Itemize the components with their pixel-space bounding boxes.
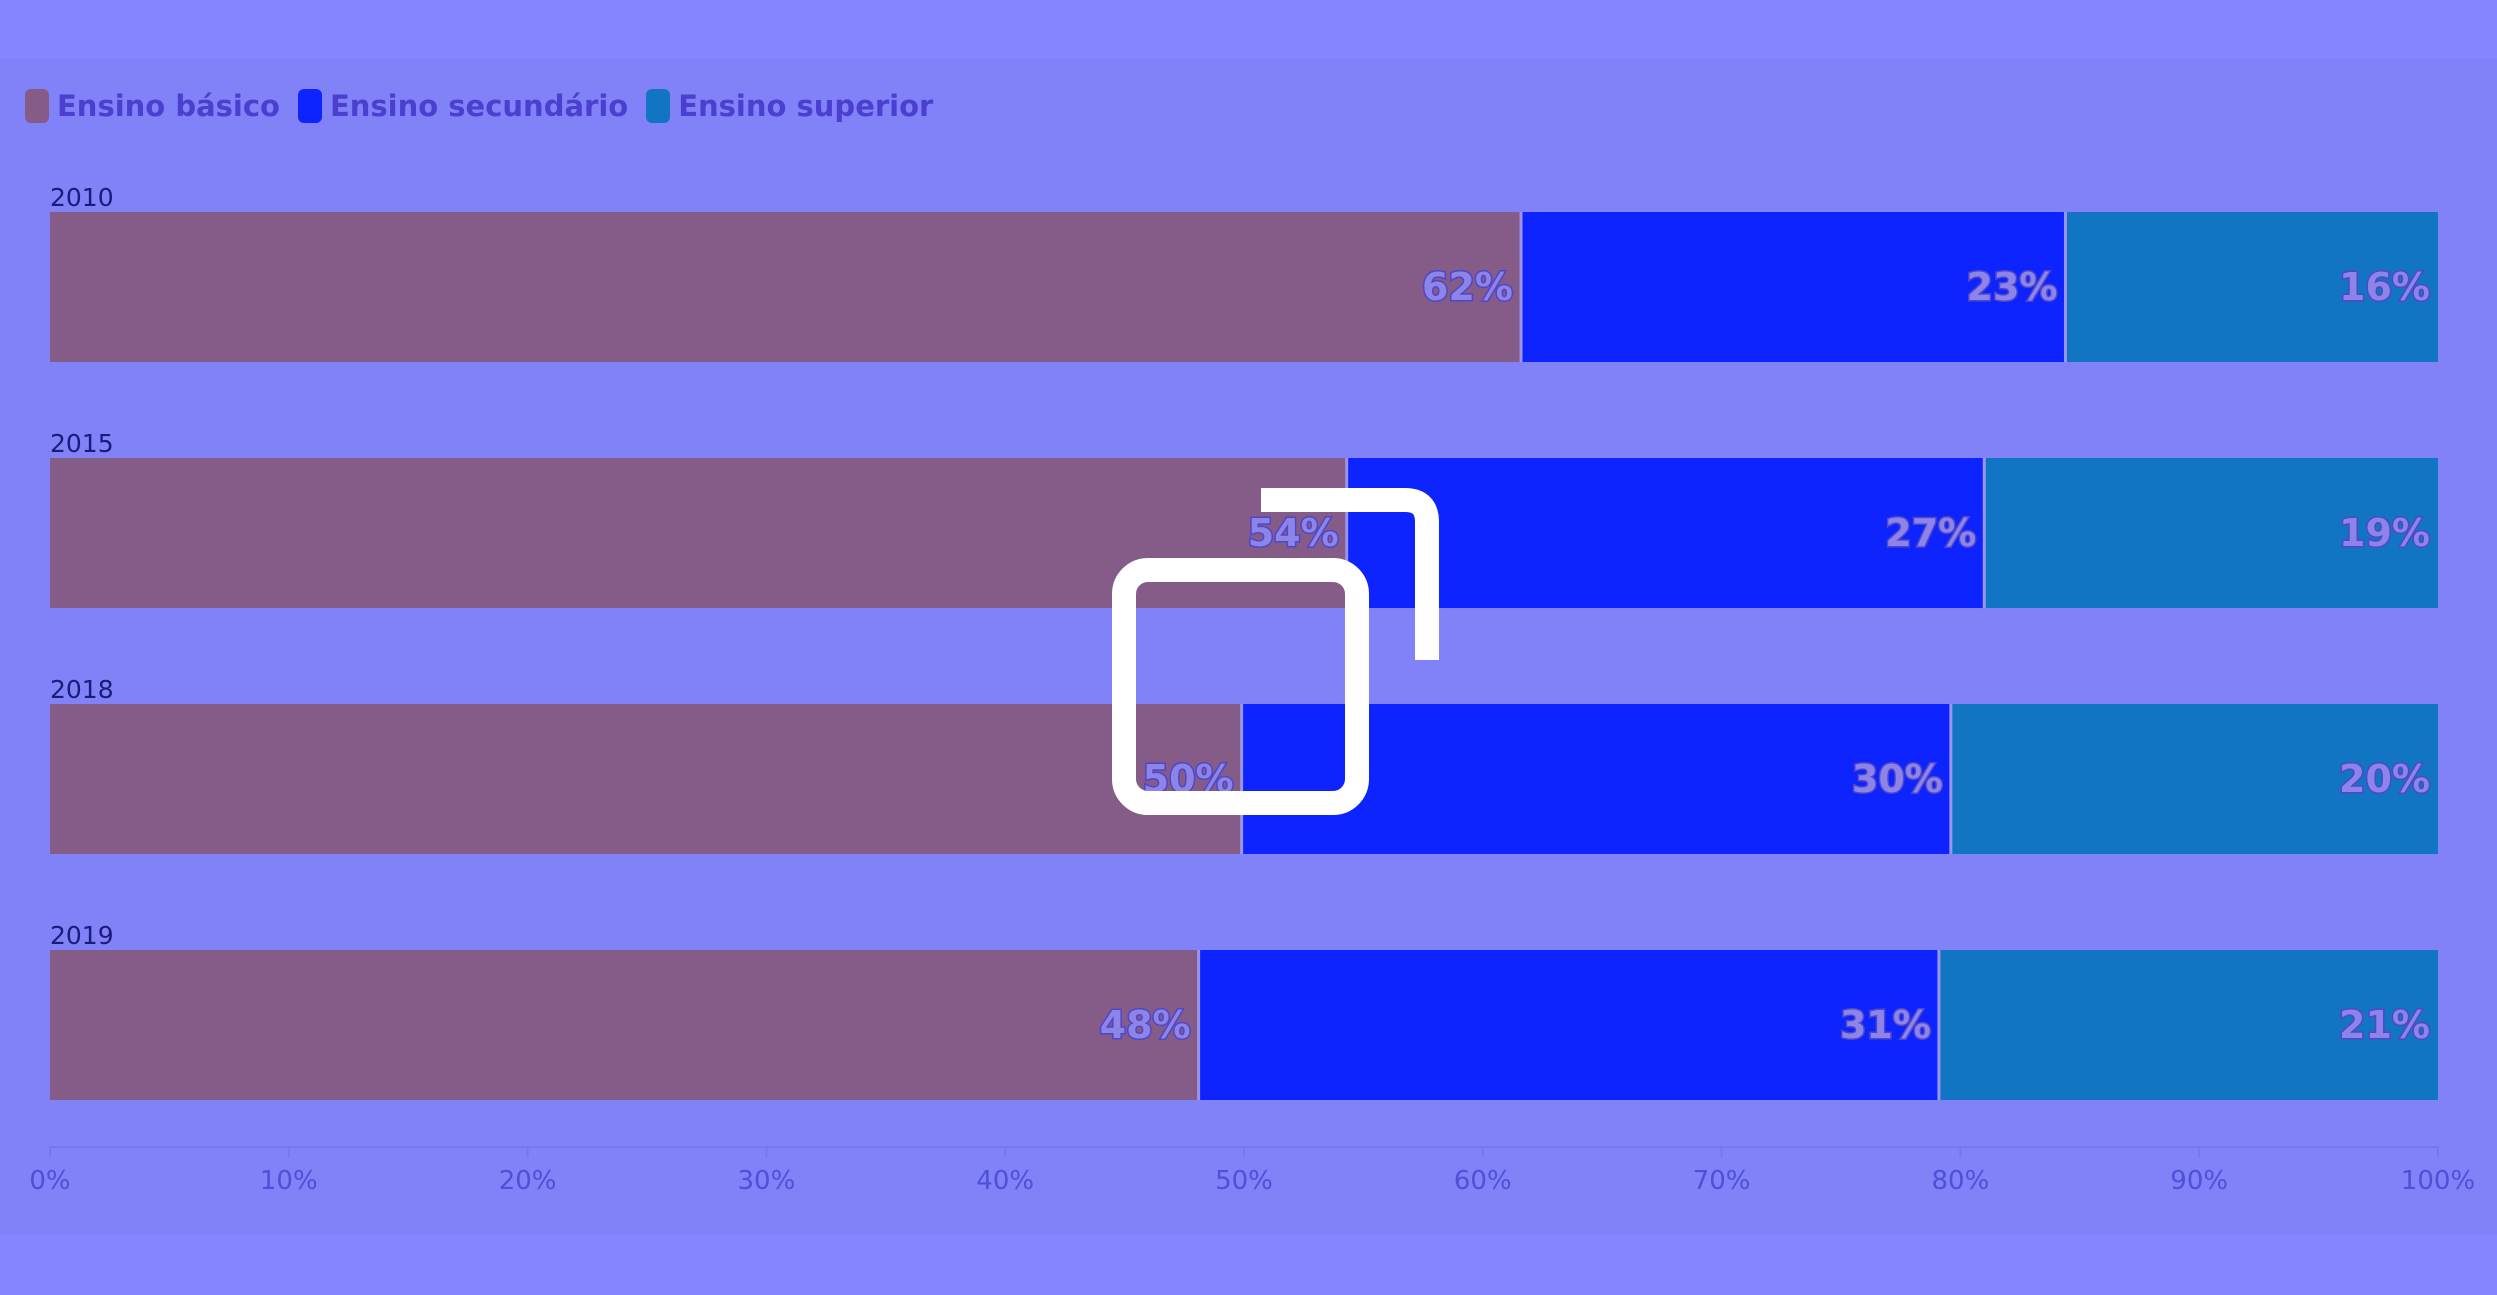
bar-segment	[1198, 950, 1939, 1100]
bar-segment	[1521, 212, 2066, 362]
data-label: 27%	[1885, 511, 1976, 555]
bar-segment	[50, 950, 1199, 1100]
bar-segment	[1346, 458, 1985, 608]
data-label: 19%	[2339, 511, 2430, 555]
x-tick-label: 70%	[1693, 1166, 1751, 1196]
x-tick-label: 90%	[2170, 1166, 2228, 1196]
bar-segment	[2065, 212, 2438, 362]
row-label: 2019	[50, 921, 114, 950]
data-label: 48%	[1100, 1003, 1191, 1047]
legend-item[interactable]: Ensino superior	[646, 89, 933, 123]
x-tick-label: 60%	[1454, 1166, 1512, 1196]
x-tick-label: 80%	[1932, 1166, 1990, 1196]
data-label: 54%	[1248, 511, 1339, 555]
row-label: 2018	[50, 675, 114, 704]
legend-label: Ensino superior	[678, 89, 934, 123]
bar-segment	[50, 212, 1522, 362]
data-label: 20%	[2339, 757, 2430, 801]
x-tick-label: 50%	[1215, 1166, 1273, 1196]
legend-label: Ensino básico	[57, 89, 280, 123]
row-label: 2015	[50, 429, 114, 458]
bar-segment	[50, 704, 1242, 854]
data-label: 16%	[2339, 265, 2430, 309]
legend-label: Ensino secundário	[329, 89, 629, 123]
data-label: 23%	[1967, 265, 2058, 309]
data-label: 21%	[2339, 1003, 2430, 1047]
data-label: 30%	[1852, 757, 1943, 801]
expand-icon[interactable]	[1105, 478, 1445, 818]
x-tick-label: 40%	[976, 1166, 1034, 1196]
legend-swatch	[646, 89, 671, 123]
legend-item[interactable]: Ensino secundário	[297, 89, 629, 123]
data-label: 62%	[1422, 265, 1513, 309]
x-tick-label: 100%	[2401, 1166, 2475, 1196]
x-tick-label: 10%	[260, 1166, 318, 1196]
legend-swatch	[297, 89, 322, 123]
x-tick-label: 30%	[738, 1166, 796, 1196]
legend: Ensino básico Ensino secundário Ensino sup…	[25, 88, 933, 124]
legend-swatch	[25, 89, 49, 123]
legend-item[interactable]: Ensino básico	[25, 89, 280, 123]
bar-segment	[1938, 950, 2438, 1100]
x-tick-label: 20%	[499, 1166, 557, 1196]
data-label: 31%	[1840, 1003, 1931, 1047]
x-tick-label: 0%	[29, 1166, 70, 1196]
row-label: 2010	[50, 183, 114, 212]
bar-segment	[1984, 458, 2438, 608]
bar-segment	[1950, 704, 2438, 854]
